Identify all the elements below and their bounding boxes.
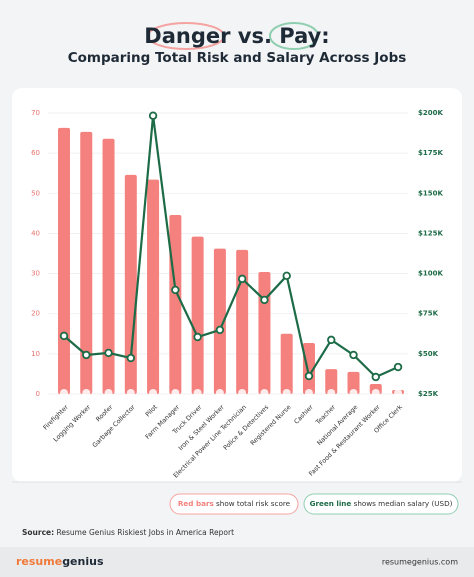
y2-tick-label: $100K — [418, 270, 443, 278]
legend-text: show total risk score — [214, 499, 291, 508]
chart-subtitle: Comparing Total Risk and Salary Across J… — [68, 50, 407, 66]
bar-icon — [282, 389, 291, 397]
bar — [302, 343, 315, 394]
line-marker — [193, 332, 202, 342]
line-marker — [104, 348, 113, 358]
line-marker — [237, 274, 247, 284]
line-marker — [349, 350, 358, 360]
line-marker — [59, 331, 69, 341]
bar — [236, 249, 249, 394]
line-marker — [393, 362, 403, 372]
legend-highlight: Green line — [310, 499, 352, 508]
highlight — [147, 22, 225, 50]
bar — [347, 371, 360, 394]
logo: resumegenius — [16, 555, 104, 568]
bar-icon — [260, 389, 269, 397]
chart-title: Danger vs. Pay: — [144, 24, 329, 48]
bar-icon — [394, 389, 403, 397]
bar — [80, 131, 93, 395]
legend-text: shows median salary (USD) — [351, 499, 452, 508]
y2-tick-label: $50K — [418, 350, 439, 358]
source: Source: Resume Genius Riskiest Jobs in A… — [22, 528, 234, 537]
line-marker — [148, 111, 158, 120]
bar-icon — [171, 389, 180, 397]
line-marker — [282, 271, 291, 281]
y-tick-label: 0 — [36, 390, 40, 398]
line-marker — [260, 295, 269, 305]
line-marker — [215, 325, 225, 335]
bar — [258, 271, 271, 394]
bar — [169, 214, 182, 394]
bar — [58, 127, 70, 395]
bar — [191, 236, 204, 394]
y-tick-label: 30 — [31, 270, 40, 278]
bar-icon — [238, 389, 247, 397]
bar-icon — [193, 389, 202, 397]
bar — [147, 179, 160, 394]
line-marker — [126, 353, 136, 363]
y-tick-label: 60 — [31, 149, 40, 157]
bar-icon — [327, 389, 336, 397]
line-marker — [304, 371, 314, 381]
y-tick-label: 40 — [31, 229, 40, 237]
bar-icon — [304, 389, 313, 397]
legend-entry: Red bars show total risk score — [178, 499, 291, 508]
legend-pill — [303, 493, 459, 515]
bar-icon — [82, 389, 91, 397]
logo-b: genius — [62, 555, 104, 568]
line-marker — [82, 350, 91, 360]
y-tick-label: 70 — [31, 109, 40, 117]
bar-icon — [60, 389, 68, 397]
source-text: Resume Genius Riskiest Jobs in America R… — [57, 528, 235, 537]
y2-tick-label: $75K — [418, 310, 439, 318]
bar-icon — [104, 389, 113, 397]
y2-tick-label: $25K — [418, 390, 439, 398]
y-tick-label: 10 — [31, 350, 40, 358]
bar-icon — [149, 389, 158, 397]
logo-a: resume — [16, 555, 62, 568]
highlight — [269, 22, 319, 50]
bar — [102, 138, 115, 394]
source-label: Source: — [22, 528, 54, 537]
y-tick-label: 50 — [31, 189, 40, 197]
bar-icon — [126, 389, 135, 397]
bar-icon — [215, 389, 224, 397]
line-marker — [327, 335, 336, 345]
footer — [0, 547, 474, 577]
bar — [280, 333, 293, 394]
legend-highlight: Red bars — [178, 499, 214, 508]
y2-tick-label: $125K — [418, 229, 443, 237]
line-marker — [371, 372, 380, 382]
line — [63, 115, 399, 379]
y2-tick-label: $200K — [418, 109, 443, 117]
bar — [325, 369, 338, 394]
legend-pill — [169, 493, 299, 515]
y2-tick-label: $175K — [418, 149, 443, 157]
legend-entry: Green line shows median salary (USD) — [310, 499, 453, 508]
y-tick-label: 20 — [31, 310, 40, 318]
bar — [124, 174, 137, 394]
y2-tick-label: $150K — [418, 189, 443, 197]
bar-icon — [349, 389, 358, 397]
bar — [213, 248, 226, 394]
line-marker — [171, 285, 180, 295]
footer-url: resumegenius.com — [382, 558, 458, 567]
bar-icon — [371, 389, 380, 397]
